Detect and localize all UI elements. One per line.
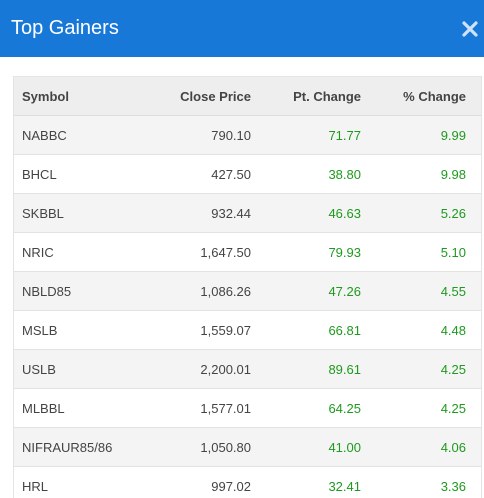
close-button[interactable] xyxy=(460,19,480,39)
cell-close-price: 997.02 xyxy=(147,466,251,498)
cell-symbol: MSLB xyxy=(14,310,147,350)
cell-symbol: NBLD85 xyxy=(14,271,147,311)
cell-spacer xyxy=(466,388,481,428)
cell-close-price: 932.44 xyxy=(147,193,251,233)
cell-spacer xyxy=(466,466,481,498)
cell-pt-change: 79.93 xyxy=(251,232,361,272)
table-row[interactable]: HRL 997.02 32.41 3.36 xyxy=(14,466,481,498)
cell-pct-change: 4.25 xyxy=(361,388,466,428)
cell-spacer xyxy=(466,115,481,155)
cell-pct-change: 4.48 xyxy=(361,310,466,350)
cell-pct-change: 4.06 xyxy=(361,427,466,467)
cell-pct-change: 4.25 xyxy=(361,349,466,389)
cell-pct-change: 4.55 xyxy=(361,271,466,311)
cell-pt-change: 47.26 xyxy=(251,271,361,311)
cell-symbol: SKBBL xyxy=(14,193,147,233)
column-header-symbol: Symbol xyxy=(14,77,147,116)
cell-pct-change: 5.10 xyxy=(361,232,466,272)
modal-header: Top Gainers xyxy=(0,0,484,57)
cell-close-price: 427.50 xyxy=(147,154,251,194)
cell-spacer xyxy=(466,310,481,350)
cell-close-price: 790.10 xyxy=(147,115,251,155)
column-header-pt-change: Pt. Change xyxy=(251,77,361,116)
cell-symbol: MLBBL xyxy=(14,388,147,428)
cell-pt-change: 66.81 xyxy=(251,310,361,350)
cell-pt-change: 41.00 xyxy=(251,427,361,467)
table-row[interactable]: BHCL 427.50 38.80 9.98 xyxy=(14,154,481,194)
column-header-pct-change: % Change xyxy=(361,77,466,116)
gainers-table: Symbol Close Price Pt. Change % Change N… xyxy=(14,77,481,498)
table-row[interactable]: USLB 2,200.01 89.61 4.25 xyxy=(14,349,481,389)
table-row[interactable]: MSLB 1,559.07 66.81 4.48 xyxy=(14,310,481,350)
cell-spacer xyxy=(466,193,481,233)
cell-pt-change: 89.61 xyxy=(251,349,361,389)
cell-symbol: BHCL xyxy=(14,154,147,194)
gainers-table-container: Symbol Close Price Pt. Change % Change N… xyxy=(13,76,482,498)
table-row[interactable]: MLBBL 1,577.01 64.25 4.25 xyxy=(14,388,481,428)
cell-spacer xyxy=(466,232,481,272)
cell-pt-change: 71.77 xyxy=(251,115,361,155)
cell-pct-change: 5.26 xyxy=(361,193,466,233)
table-row[interactable]: SKBBL 932.44 46.63 5.26 xyxy=(14,193,481,233)
table-body: NABBC 790.10 71.77 9.99 BHCL 427.50 38.80 9.98 S… xyxy=(14,115,481,498)
cell-pt-change: 38.80 xyxy=(251,154,361,194)
cell-pct-change: 9.99 xyxy=(361,115,466,155)
cell-close-price: 1,050.80 xyxy=(147,427,251,467)
cell-close-price: 1,086.26 xyxy=(147,271,251,311)
table-row[interactable]: NRIC 1,647.50 79.93 5.10 xyxy=(14,232,481,272)
cell-symbol: NIFRAUR85/86 xyxy=(14,427,147,467)
cell-symbol: USLB xyxy=(14,349,147,389)
table-row[interactable]: NIFRAUR85/86 1,050.80 41.00 4.06 xyxy=(14,427,481,467)
column-header-close-price: Close Price xyxy=(147,77,251,116)
cell-symbol: NABBC xyxy=(14,115,147,155)
table-row[interactable]: NABBC 790.10 71.77 9.99 xyxy=(14,115,481,155)
cell-close-price: 1,559.07 xyxy=(147,310,251,350)
column-header-spacer xyxy=(466,77,481,116)
cell-spacer xyxy=(466,271,481,311)
cell-pct-change: 9.98 xyxy=(361,154,466,194)
cell-close-price: 1,577.01 xyxy=(147,388,251,428)
cell-close-price: 1,647.50 xyxy=(147,232,251,272)
modal-title: Top Gainers xyxy=(11,17,119,39)
cell-close-price: 2,200.01 xyxy=(147,349,251,389)
cell-symbol: HRL xyxy=(14,466,147,498)
cell-symbol: NRIC xyxy=(14,232,147,272)
cell-pt-change: 32.41 xyxy=(251,466,361,498)
cell-spacer xyxy=(466,154,481,194)
table-row[interactable]: NBLD85 1,086.26 47.26 4.55 xyxy=(14,271,481,311)
cell-spacer xyxy=(466,427,481,467)
table-header-row: Symbol Close Price Pt. Change % Change xyxy=(14,77,481,116)
cell-pct-change: 3.36 xyxy=(361,466,466,498)
cell-pt-change: 64.25 xyxy=(251,388,361,428)
close-icon xyxy=(462,21,478,37)
cell-spacer xyxy=(466,349,481,389)
cell-pt-change: 46.63 xyxy=(251,193,361,233)
